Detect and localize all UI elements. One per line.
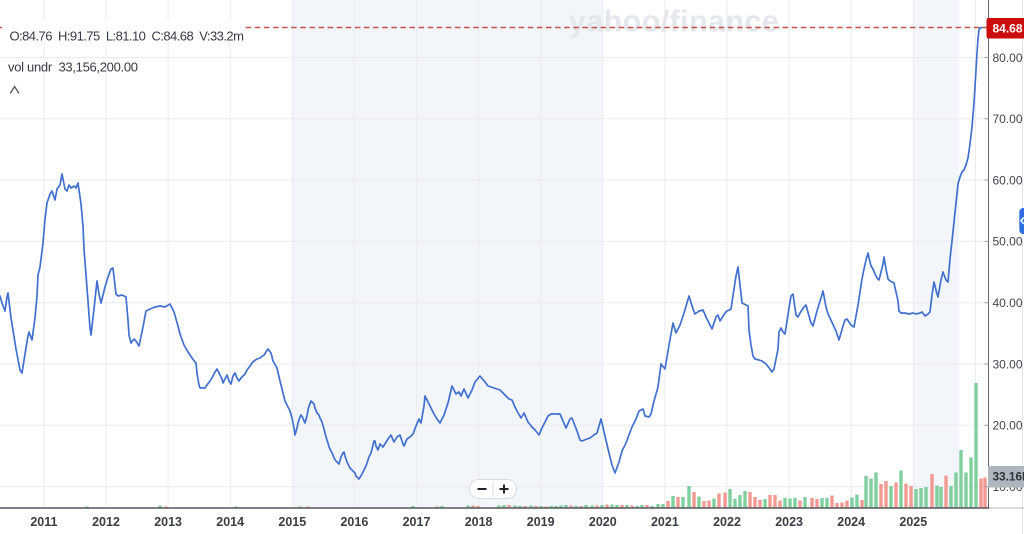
svg-text:60.00: 60.00: [993, 173, 1023, 187]
svg-text:84.68: 84.68: [993, 22, 1023, 36]
svg-text:20.00: 20.00: [993, 419, 1023, 433]
svg-text:2023: 2023: [775, 515, 803, 529]
svg-text:2022: 2022: [713, 515, 741, 529]
svg-text:2014: 2014: [216, 515, 244, 529]
svg-text:vol undr 33,156,200.00: vol undr 33,156,200.00: [8, 59, 138, 74]
svg-text:2012: 2012: [92, 515, 120, 529]
svg-text:70.00: 70.00: [993, 112, 1023, 126]
svg-text:2013: 2013: [154, 515, 182, 529]
svg-text:2021: 2021: [651, 515, 679, 529]
svg-text:50.00: 50.00: [993, 235, 1023, 249]
svg-text:2017: 2017: [403, 515, 431, 529]
svg-text:33.16M: 33.16M: [993, 470, 1024, 484]
svg-text:2020: 2020: [589, 515, 617, 529]
svg-text:40.00: 40.00: [993, 296, 1023, 310]
svg-text:2024: 2024: [837, 515, 865, 529]
svg-text:2011: 2011: [30, 515, 57, 529]
svg-text:2019: 2019: [527, 515, 555, 529]
svg-text:2016: 2016: [340, 515, 368, 529]
svg-text:2025: 2025: [899, 515, 927, 529]
svg-text:2018: 2018: [465, 515, 493, 529]
svg-text:2015: 2015: [278, 515, 306, 529]
svg-text:O:84.76 H:91.75 L:81.10 C:8: O:84.76 H:91.75 L:81.10 C:84.68 V:33.2m: [10, 28, 244, 43]
svg-text:yahoo/finance: yahoo/finance: [569, 5, 779, 39]
svg-text:80.00: 80.00: [993, 51, 1023, 65]
svg-text:30.00: 30.00: [993, 357, 1023, 371]
